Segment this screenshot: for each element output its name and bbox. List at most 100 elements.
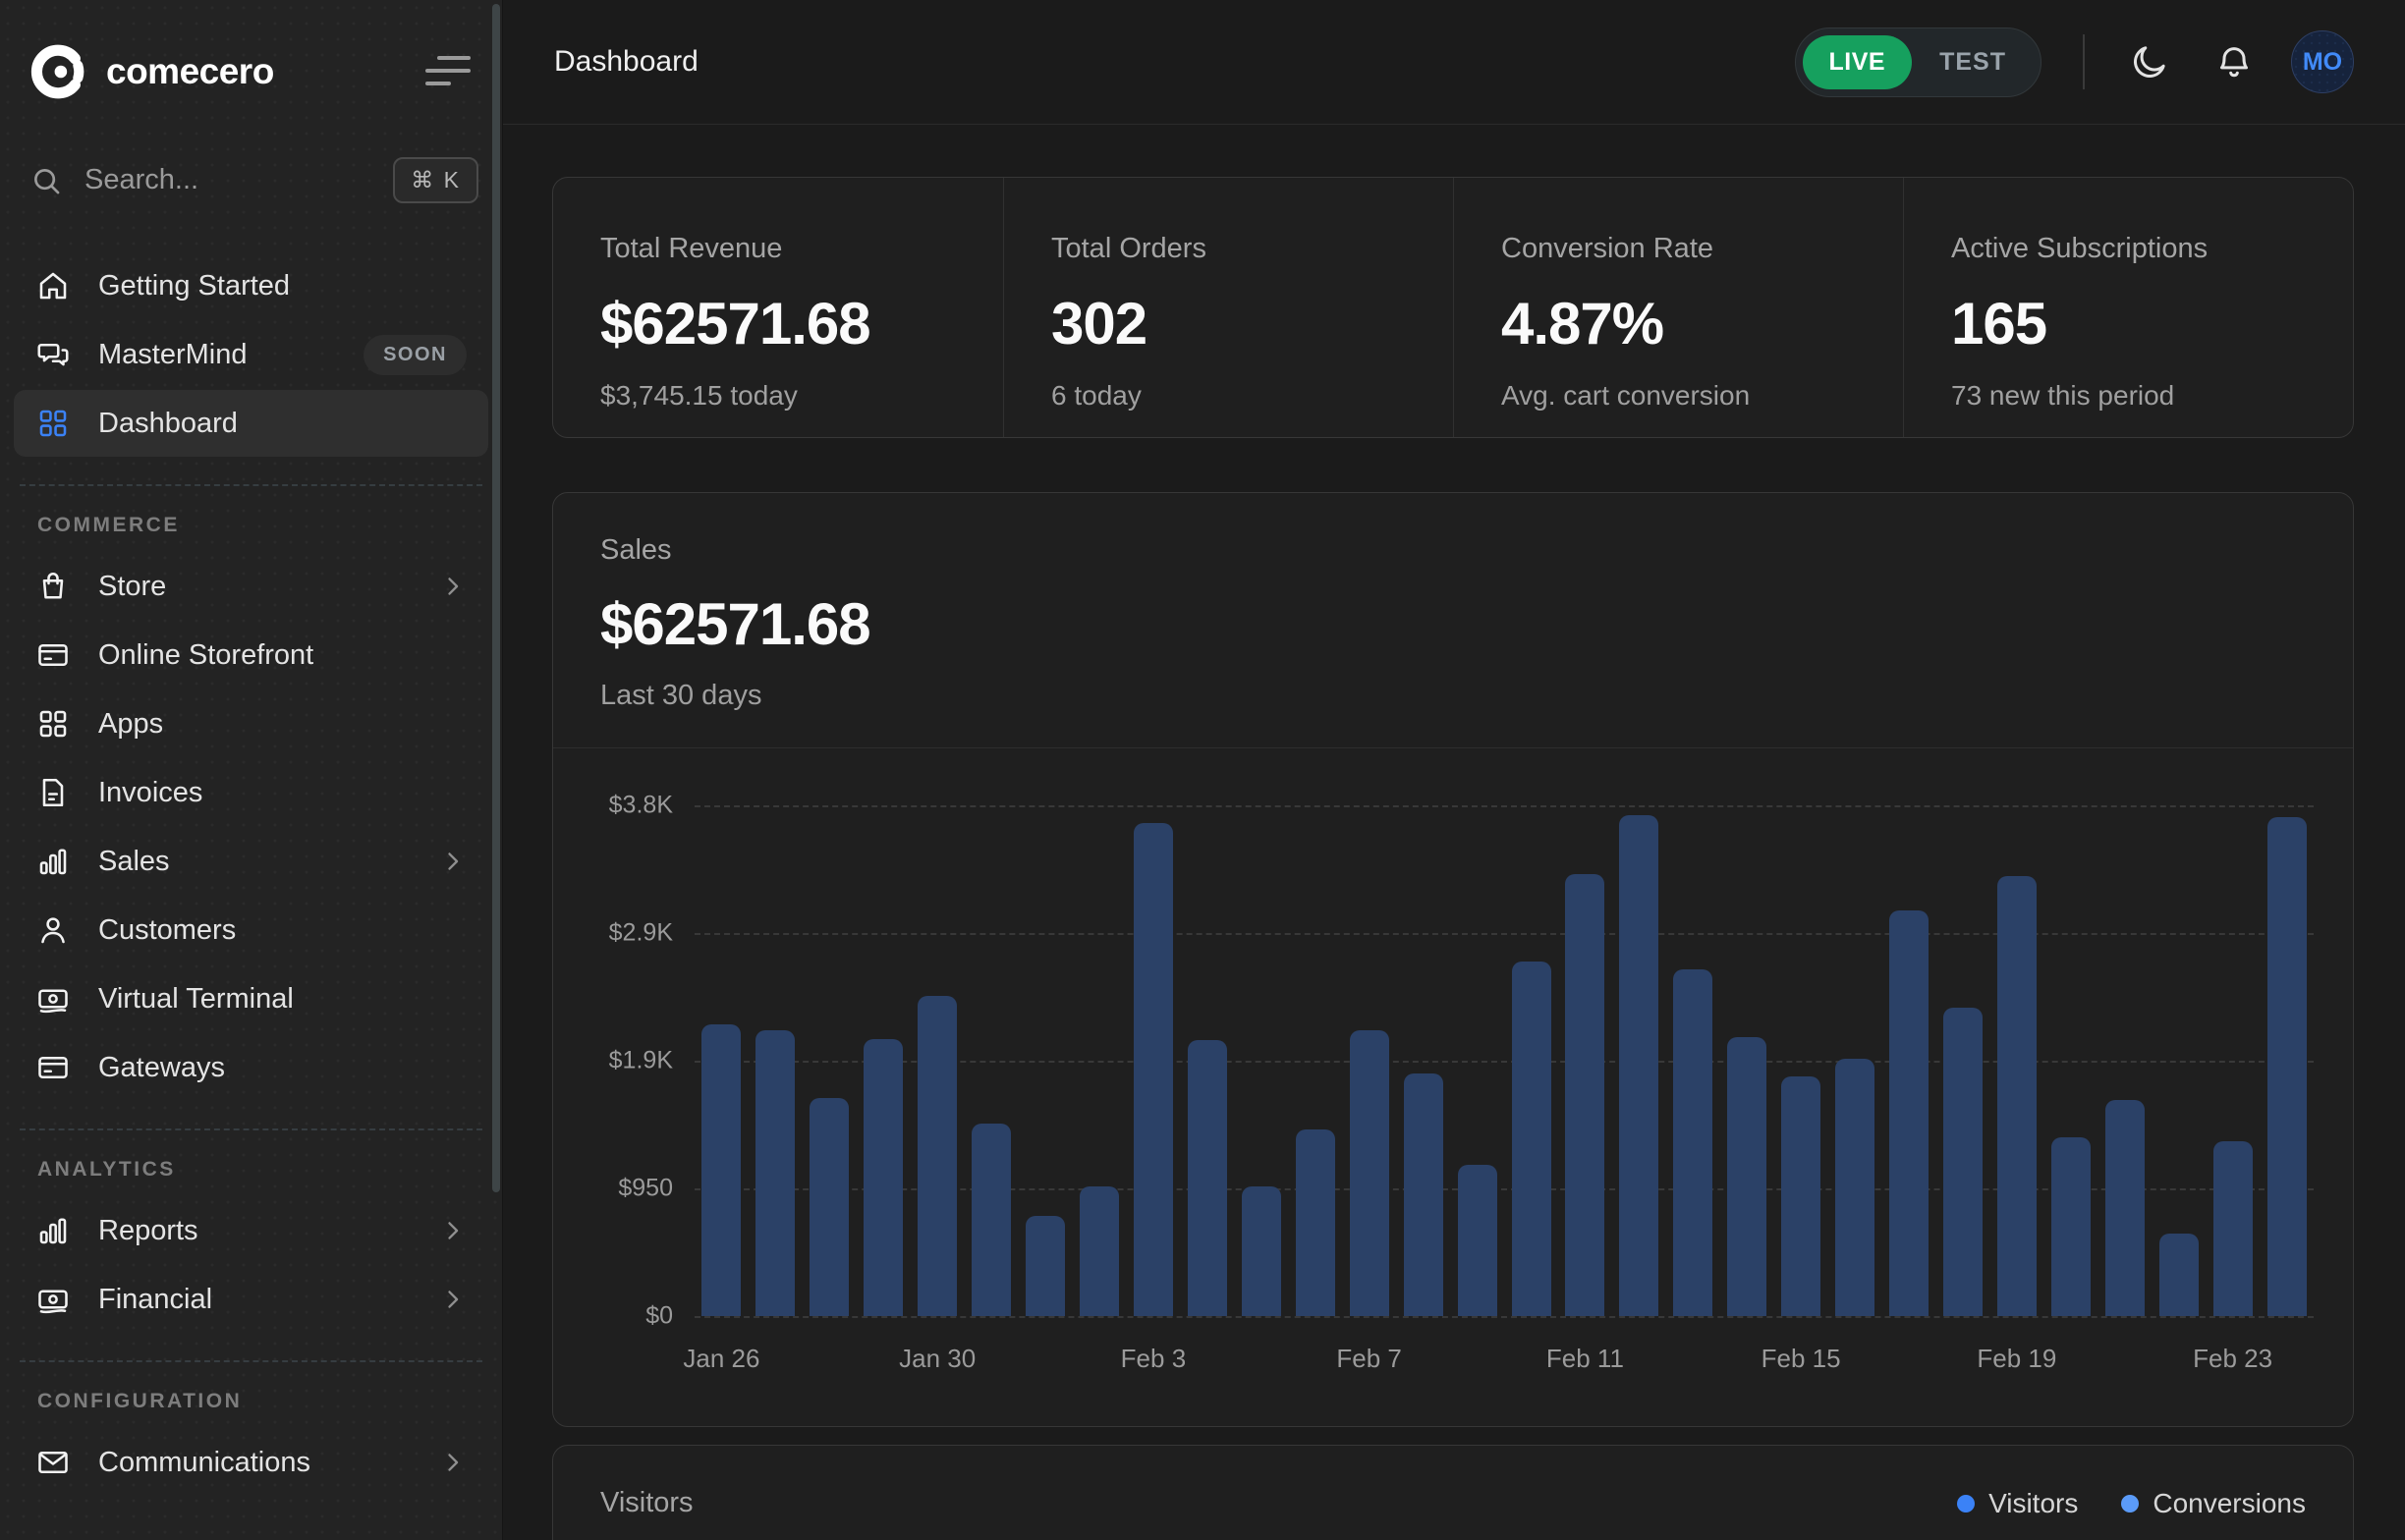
sales-bar-feb-1[interactable]: [1026, 1216, 1066, 1316]
sidebar-item-label: Dashboard: [98, 407, 238, 439]
sales-bar-feb-20[interactable]: [2050, 1137, 2091, 1316]
notifications-bell-icon[interactable]: [2207, 34, 2262, 89]
visitors-card-title: Visitors: [600, 1487, 694, 1518]
search-input[interactable]: [84, 164, 372, 196]
sidebar-scrollbar[interactable]: [492, 4, 500, 1192]
bar-slot: [857, 805, 911, 1316]
x-axis-tick: Feb 23: [2193, 1344, 2273, 1373]
y-axis-tick: $3.8K: [608, 791, 673, 819]
sidebar-item-sales[interactable]: Sales: [14, 828, 488, 895]
bar-slot: [1073, 805, 1127, 1316]
dark-mode-moon-icon[interactable]: [2122, 34, 2177, 89]
sidebar-item-communications[interactable]: Communications: [14, 1429, 488, 1496]
sidebar-item-financial[interactable]: Financial: [14, 1266, 488, 1333]
home-icon: [35, 268, 71, 303]
sales-bar-feb-9[interactable]: [1457, 1165, 1497, 1316]
sales-bar-jan-31[interactable]: [972, 1124, 1012, 1316]
sales-bar-feb-5[interactable]: [1241, 1186, 1281, 1316]
sidebar: comecero ⌘ K Getting Started MasterMind SO…: [0, 0, 503, 1540]
sidebar-item-reports[interactable]: Reports: [14, 1197, 488, 1264]
stat-card-total-revenue: Total Revenue $62571.68 $3,745.15 today: [553, 178, 1003, 437]
sidebar-item-customers[interactable]: Customers: [14, 897, 488, 963]
sales-bar-jan-28[interactable]: [810, 1098, 850, 1316]
sales-bar-jan-27[interactable]: [755, 1030, 796, 1316]
bar-slot: [1828, 805, 1882, 1316]
sales-bar-feb-21[interactable]: [2104, 1100, 2145, 1316]
user-avatar[interactable]: MO: [2291, 30, 2354, 93]
stat-label: Total Revenue: [600, 233, 783, 264]
legend-label: Visitors: [1988, 1487, 2079, 1518]
gridline: [695, 1188, 2314, 1190]
stat-subtext: 73 new this period: [1951, 380, 2175, 411]
sales-bar-feb-17[interactable]: [1889, 910, 1930, 1316]
legend-item-visitors[interactable]: Visitors: [1957, 1488, 2078, 1519]
sales-bar-feb-10[interactable]: [1511, 962, 1551, 1316]
sidebar-item-store[interactable]: Store: [14, 553, 488, 620]
search-row: ⌘ K: [29, 157, 478, 203]
sales-bar-feb-4[interactable]: [1187, 1040, 1227, 1316]
sales-card-value: $62571.68: [600, 591, 871, 657]
sales-bar-jan-30[interactable]: [918, 996, 958, 1316]
sidebar-item-gateways[interactable]: Gateways: [14, 1034, 488, 1101]
sidebar-item-label: Store: [98, 570, 167, 602]
sidebar-item-label: Customers: [98, 913, 237, 946]
stat-value: 165: [1951, 291, 2047, 357]
sales-bar-jan-26[interactable]: [701, 1024, 742, 1316]
sales-bar-feb-8[interactable]: [1403, 1073, 1443, 1316]
x-axis-tick: Feb 3: [1120, 1344, 1187, 1373]
bar-slot: [965, 805, 1019, 1316]
sales-bar-feb-23[interactable]: [2212, 1141, 2253, 1316]
sales-bar-feb-13[interactable]: [1673, 969, 1713, 1316]
bar-slot: [2043, 805, 2097, 1316]
sales-bar-feb-12[interactable]: [1619, 815, 1659, 1316]
gridline: [695, 805, 2314, 807]
sidebar-item-invoices[interactable]: Invoices: [14, 759, 488, 826]
bar-slot: [1612, 805, 1666, 1316]
test-mode-button[interactable]: TEST: [1939, 47, 2006, 76]
gridline: [695, 1316, 2314, 1318]
sidebar-collapse-icon[interactable]: [425, 55, 471, 94]
sales-bar-jan-29[interactable]: [864, 1039, 904, 1316]
chevron-right-icon: [439, 848, 467, 875]
logo-row: comecero: [0, 0, 502, 100]
sidebar-nav: Getting Started MasterMind SOON Dashboard CO…: [0, 252, 502, 1496]
sales-bar-feb-24[interactable]: [2266, 817, 2307, 1316]
chart-x-axis: Jan 26 Jan 30 Feb 3 Feb 7 Feb 11 Feb 15 Feb 19…: [683, 1330, 2314, 1387]
sales-bar-feb-3[interactable]: [1133, 823, 1173, 1316]
sidebar-item-online-storefront[interactable]: Online Storefront: [14, 622, 488, 688]
bar-slot: [749, 805, 803, 1316]
live-test-toggle[interactable]: LIVE TEST: [1794, 27, 2041, 97]
bar-slot: [1774, 805, 1828, 1316]
legend-item-conversions[interactable]: Conversions: [2121, 1488, 2306, 1519]
visitors-legend: Visitors Conversions: [1957, 1488, 2306, 1519]
sales-bar-feb-15[interactable]: [1781, 1076, 1821, 1316]
sales-bar-feb-18[interactable]: [1943, 1008, 1984, 1316]
sidebar-item-label: Gateways: [98, 1051, 225, 1083]
y-axis-tick: $2.9K: [608, 918, 673, 947]
sales-bar-feb-7[interactable]: [1349, 1030, 1389, 1316]
sidebar-item-getting-started[interactable]: Getting Started: [14, 252, 488, 319]
doc-icon: [35, 775, 71, 810]
stat-value: 4.87%: [1501, 291, 1664, 357]
sidebar-item-apps[interactable]: Apps: [14, 690, 488, 757]
brand-name: comecero: [106, 51, 274, 91]
sales-bar-feb-22[interactable]: [2158, 1234, 2199, 1316]
x-axis-tick: Jan 30: [899, 1344, 977, 1373]
bag-icon: [35, 569, 71, 604]
card-icon: [35, 637, 71, 673]
sales-bar-feb-14[interactable]: [1727, 1037, 1767, 1316]
bar-slot: [803, 805, 857, 1316]
sidebar-item-mastermind[interactable]: MasterMind SOON: [14, 321, 488, 388]
gridline: [695, 1061, 2314, 1063]
live-mode-button[interactable]: LIVE: [1802, 34, 1913, 89]
bar-slot: [911, 805, 965, 1316]
sales-bar-feb-16[interactable]: [1835, 1059, 1875, 1316]
sales-bar-feb-11[interactable]: [1565, 874, 1605, 1316]
sidebar-item-virtual-terminal[interactable]: Virtual Terminal: [14, 965, 488, 1032]
bar-slot: [1396, 805, 1450, 1316]
sales-bar-feb-2[interactable]: [1080, 1186, 1120, 1316]
sales-bar-feb-6[interactable]: [1295, 1129, 1335, 1316]
sales-bar-feb-19[interactable]: [1996, 876, 2037, 1316]
sidebar-item-dashboard[interactable]: Dashboard: [14, 390, 488, 457]
